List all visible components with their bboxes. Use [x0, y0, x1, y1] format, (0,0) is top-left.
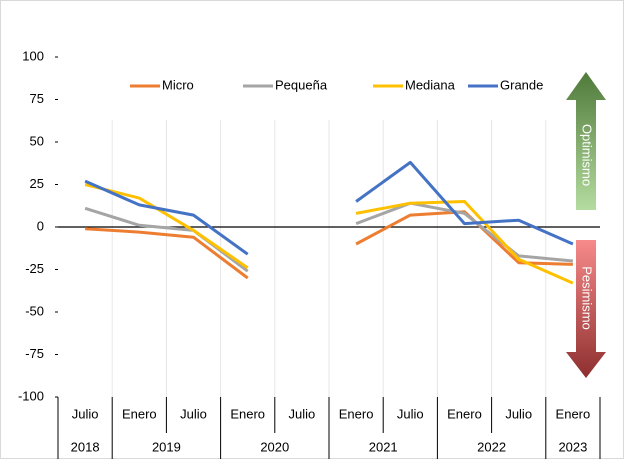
x-tick-label: Julio: [505, 406, 532, 421]
y-tick-label: 0: [37, 218, 44, 233]
x-tick-label: Julio: [397, 406, 424, 421]
x-tick-label: Enero: [339, 406, 374, 421]
legend-label: Grande: [500, 77, 543, 92]
arrow-down: [566, 240, 606, 378]
pessimism-label: Pesimismo: [580, 266, 595, 330]
y-tick-label: -100: [18, 388, 44, 403]
year-label: 2018: [71, 439, 100, 454]
y-tick-label: -50: [25, 303, 44, 318]
y-tick-label: 100: [22, 48, 44, 63]
legend-label: Pequeña: [275, 77, 328, 92]
x-tick-label: Julio: [72, 406, 99, 421]
y-tick-label: -75: [25, 346, 44, 361]
y-tick-label: 25: [30, 176, 44, 191]
y-tick-label: -25: [25, 261, 44, 276]
x-tick-label: Enero: [122, 406, 157, 421]
x-tick-label: Julio: [180, 406, 207, 421]
year-label: 2023: [558, 439, 587, 454]
year-label: 2021: [369, 439, 398, 454]
x-tick-label: Julio: [289, 406, 316, 421]
legend-label: Mediana: [405, 77, 456, 92]
x-tick-label: Enero: [447, 406, 482, 421]
y-tick-label: 75: [30, 91, 44, 106]
year-label: 2019: [152, 439, 181, 454]
y-tick-label: 50: [30, 133, 44, 148]
optimism-label: Optimismo: [580, 124, 595, 186]
series-line: [84, 160, 574, 256]
year-label: 2020: [260, 439, 289, 454]
series-line: [85, 210, 573, 280]
series-line: [84, 183, 574, 285]
x-tick-label: Enero: [556, 406, 591, 421]
x-tick-label: Enero: [230, 406, 265, 421]
legend-label: Micro: [162, 77, 194, 92]
arrow-up: [566, 72, 606, 210]
year-label: 2022: [477, 439, 506, 454]
